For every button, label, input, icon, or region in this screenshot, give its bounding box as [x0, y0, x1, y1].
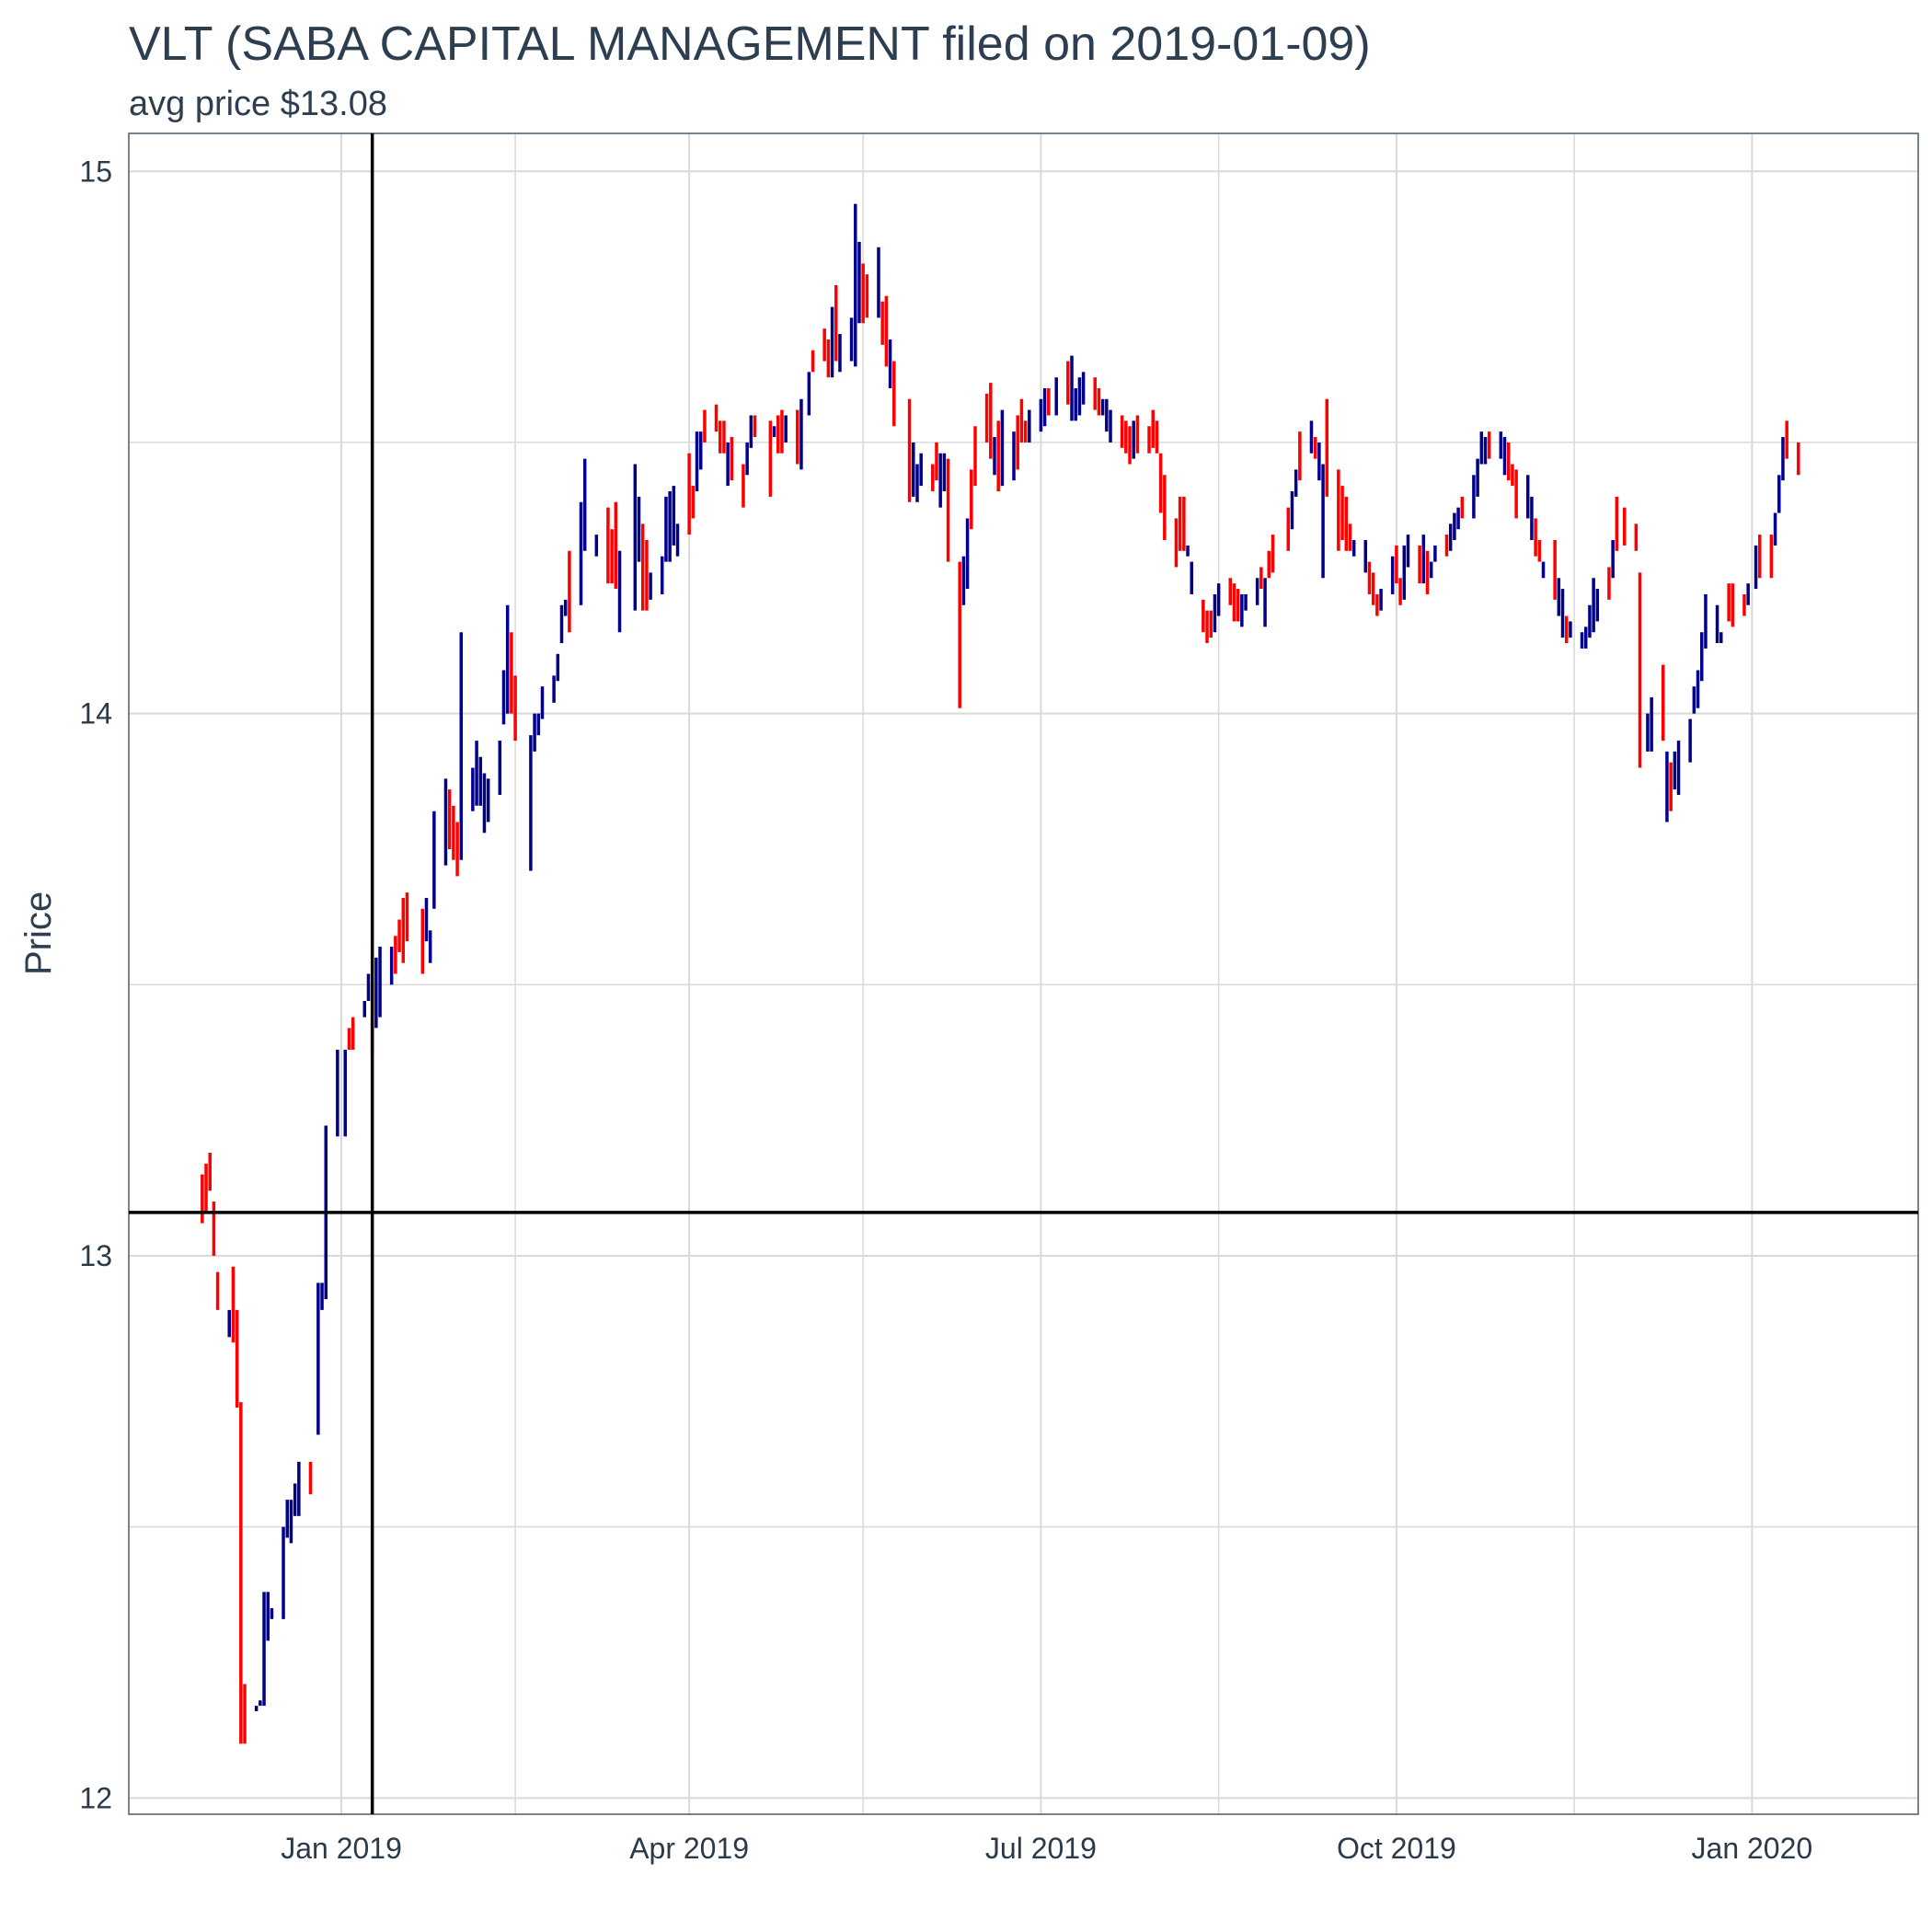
x-tick-label: Jan 2019 — [281, 1832, 402, 1865]
x-tick-label: Jan 2020 — [1692, 1832, 1813, 1865]
x-tick-label: Oct 2019 — [1337, 1832, 1456, 1865]
chart-subtitle: avg price $13.08 — [129, 85, 387, 123]
y-tick-label: 15 — [79, 155, 112, 188]
y-tick-label: 14 — [79, 697, 112, 730]
y-tick-label: 12 — [79, 1781, 112, 1814]
y-tick-label: 13 — [79, 1239, 112, 1272]
x-tick-label: Jul 2019 — [985, 1832, 1097, 1865]
plot-panel-border — [128, 132, 1919, 1815]
chart-title: VLT (SABA CAPITAL MANAGEMENT filed on 20… — [129, 17, 1371, 71]
x-tick-label: Apr 2019 — [629, 1832, 749, 1865]
